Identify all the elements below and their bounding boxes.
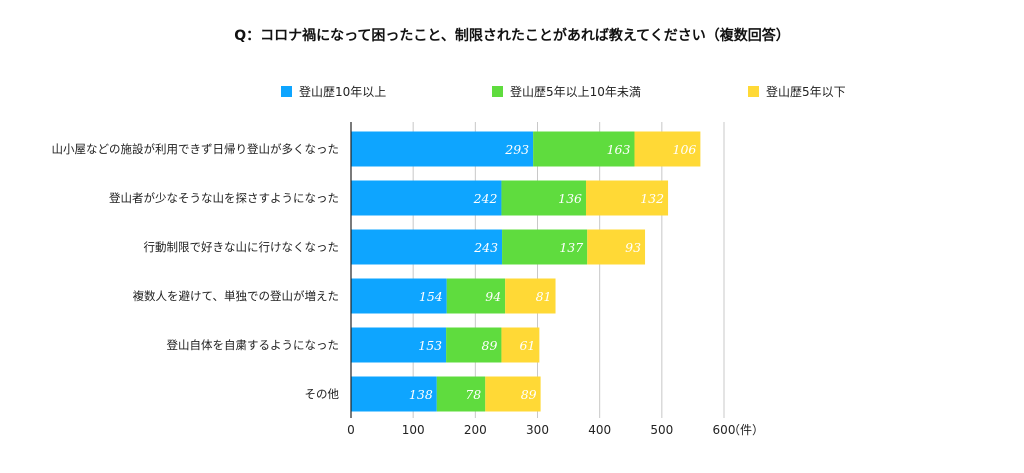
bar-segment (351, 131, 534, 167)
category-label: 行動制限で好きな山に行けなくなった (144, 240, 340, 254)
bar-segment (585, 180, 669, 216)
data-label: 78 (465, 387, 481, 402)
x-tick-label: 300 (526, 423, 549, 437)
data-label: 61 (519, 338, 535, 353)
legend-swatch (492, 86, 503, 97)
bar-segment (505, 278, 556, 314)
bar-segment (446, 327, 502, 363)
data-label: 81 (536, 289, 552, 304)
bar-segment (501, 327, 540, 363)
data-label: 89 (521, 387, 537, 402)
data-label: 154 (419, 289, 443, 304)
data-label: 293 (504, 142, 529, 157)
legend: 登山歴10年以上 登山歴5年以上10年未満 登山歴5年以下 (281, 84, 846, 99)
bar-segment (446, 278, 506, 314)
x-axis-unit: （件） (728, 423, 764, 437)
data-label: 243 (473, 240, 498, 255)
bar-segment (351, 376, 437, 412)
legend-swatch (748, 86, 759, 97)
category-label: 登山者が少なそうな山を探さすようになった (109, 191, 339, 205)
data-label: 242 (473, 191, 498, 206)
data-label: 153 (418, 338, 442, 353)
x-tick-label: 0 (347, 423, 355, 437)
data-label: 89 (482, 338, 498, 353)
x-tick-labels: 0 100 200 300 400 500 600 (347, 423, 735, 437)
legend-label: 登山歴5年以下 (766, 84, 846, 99)
grid-lines (412, 122, 725, 418)
x-tick-label: 100 (402, 423, 425, 437)
category-label: その他 (305, 387, 340, 401)
bar-segment (351, 278, 447, 314)
data-label: 94 (485, 289, 501, 304)
legend-swatch (281, 86, 292, 97)
bar-segment (351, 229, 503, 265)
x-tick-label: 200 (464, 423, 487, 437)
data-label: 163 (607, 142, 631, 157)
category-labels: 山小屋などの施設が利用できず日帰り登山が多くなった登山者が少なそうな山を探さすよ… (52, 142, 340, 401)
category-label: 登山自体を自粛するようになった (167, 338, 340, 352)
x-tick-label: 600 (713, 423, 736, 437)
data-label: 132 (640, 191, 664, 206)
bar-segment (533, 131, 635, 167)
data-label: 93 (625, 240, 641, 255)
bar-segment (351, 180, 502, 216)
bars: 293 163 106 242 136 132 243 137 93 154 94 81 153 89 61… (351, 131, 701, 412)
legend-label: 登山歴10年以上 (299, 84, 386, 99)
bar-segment (501, 180, 586, 216)
bar-segment (502, 229, 588, 265)
category-label: 山小屋などの施設が利用できず日帰り登山が多くなった (52, 142, 340, 156)
chart-title: Q：コロナ禍になって困ったこと、制限されたことがあれば教えてください（複数回答） (234, 27, 790, 44)
legend-label: 登山歴5年以上10年未満 (510, 84, 641, 99)
x-tick-label: 400 (588, 423, 611, 437)
category-label: 複数人を避けて、単独での登山が増えた (133, 289, 339, 303)
data-label: 137 (559, 240, 583, 255)
data-label: 136 (558, 191, 582, 206)
bar-segment (436, 376, 486, 412)
bar-segment (351, 327, 447, 363)
bar-segment (634, 131, 701, 167)
bar-segment (587, 229, 646, 265)
data-label: 106 (673, 142, 697, 157)
x-tick-label: 500 (650, 423, 673, 437)
data-label: 138 (409, 387, 433, 402)
bar-segment (485, 376, 541, 412)
